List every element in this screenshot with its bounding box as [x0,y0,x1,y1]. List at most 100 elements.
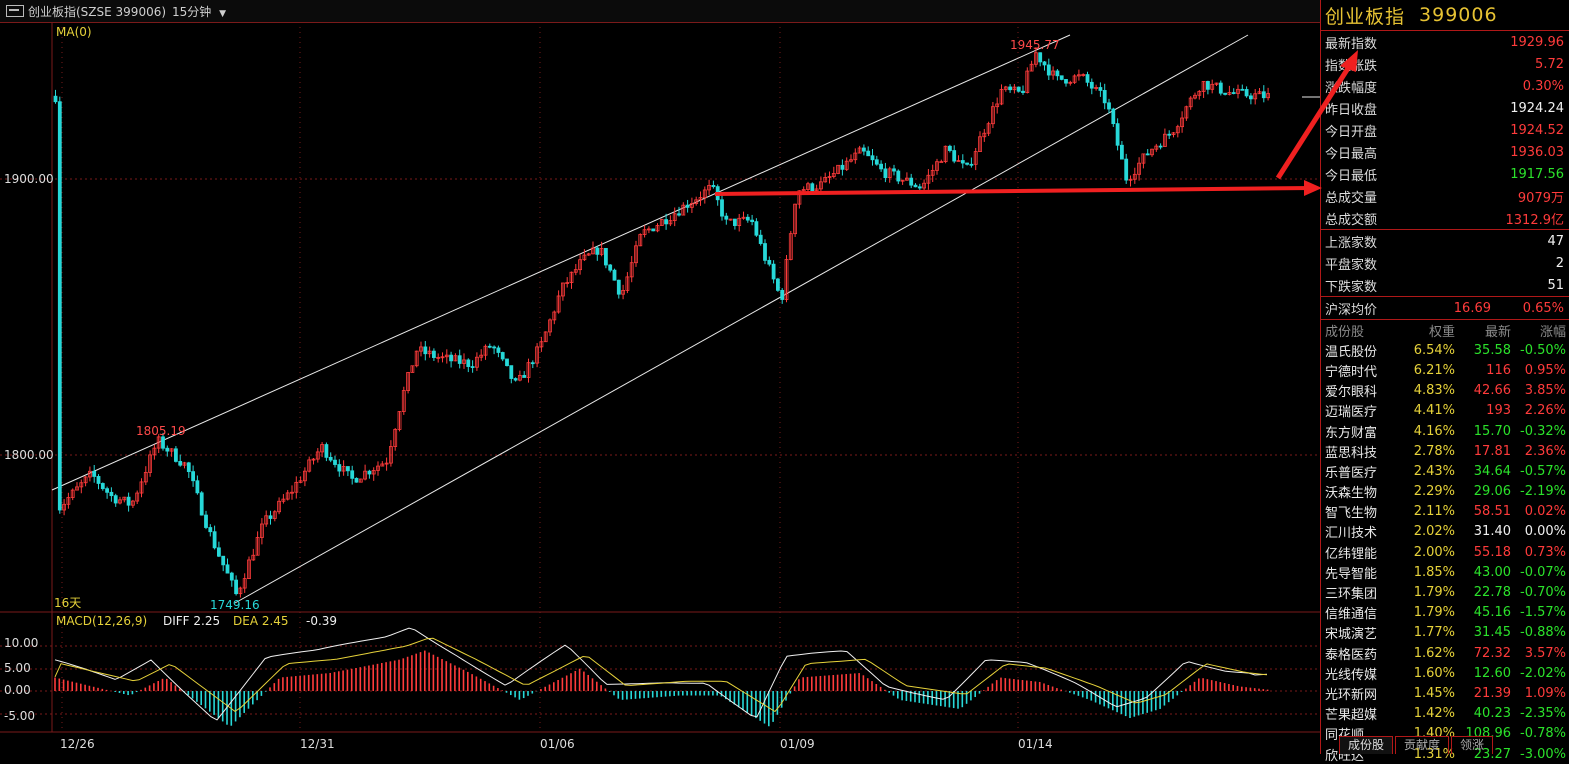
tab-contribution[interactable]: 贡献度 [1395,736,1450,754]
stock-change: -0.57% [1520,463,1566,479]
constituent-row[interactable]: 沃森生物 2.29% 29.06 -2.19% [1321,482,1569,502]
candle-body [234,579,239,595]
stock-name: 光环新网 [1325,687,1378,703]
breadth-label: 平盘家数 [1325,257,1378,273]
candle-body [995,103,1000,108]
col-name[interactable]: 成份股 [1325,324,1365,340]
constituent-row[interactable]: 光线传媒 1.60% 12.60 -2.02% [1321,663,1569,683]
candle-body [698,197,703,201]
col-change[interactable]: 涨幅 [1539,324,1566,340]
candle-body [793,203,797,235]
stock-change: 2.36% [1524,443,1566,459]
constituent-row[interactable]: 三环集团 1.79% 22.78 -0.70% [1321,582,1569,602]
tab-constituents[interactable]: 成份股 [1339,736,1394,754]
candle-body [960,160,965,164]
candle-body [135,492,140,502]
stock-price: 21.39 [1473,685,1511,701]
window-menu-icon[interactable] [6,5,24,17]
candle-body [66,497,71,505]
x-tick-0109: 01/09 [780,737,815,751]
candle-body [1201,81,1206,92]
period-selector[interactable]: 15分钟 ▼ [172,3,226,20]
stock-name: 宋城演艺 [1325,627,1378,643]
candle-body [720,199,724,217]
candle-body [414,350,419,367]
macd-tick-0: 0.00 [4,683,31,697]
candle-body [573,269,578,273]
candle-body [763,243,767,261]
constituent-row[interactable]: 蓝思科技 2.78% 17.81 2.36% [1321,441,1569,461]
stock-weight: 1.45% [1413,685,1455,701]
candle-body [604,247,608,266]
constituent-row[interactable]: 泰格医药 1.62% 72.32 3.57% [1321,643,1569,663]
candle-body [457,355,462,364]
constituent-row[interactable]: 宋城演艺 1.77% 31.45 -0.88% [1321,623,1569,643]
candle-body [182,462,187,466]
constituent-row[interactable]: 宁德时代 6.21% 116 0.95% [1321,360,1569,380]
ma-label[interactable]: MA(0) [56,25,92,39]
candle-body [1072,75,1077,83]
breadth-label: 下跌家数 [1325,279,1378,295]
candle-body [1038,52,1043,63]
candle-body [1197,91,1202,96]
candle-body [642,229,647,235]
candle-body [161,436,165,449]
candle-body [629,262,634,278]
constituent-row[interactable]: 信维通信 1.79% 45.16 -1.57% [1321,603,1569,623]
stock-weight: 1.62% [1413,645,1455,661]
constituent-row[interactable]: 汇川技术 2.02% 31.40 0.00% [1321,522,1569,542]
candle-body [883,168,888,179]
col-weight[interactable]: 权重 [1428,324,1455,340]
candle-body [259,523,264,538]
macd-panel [54,627,1269,727]
candle-body [1223,92,1227,95]
quote-value: 1312.9亿 [1505,212,1565,228]
constituent-row[interactable]: 先导智能 1.85% 43.00 -0.07% [1321,562,1569,582]
constituent-row[interactable]: 亿纬锂能 2.00% 55.18 0.73% [1321,542,1569,562]
quote-label: 今日最高 [1325,146,1378,162]
constituent-row[interactable]: 芒果超媒 1.42% 40.23 -2.35% [1321,704,1569,724]
stock-change: -0.32% [1520,423,1566,439]
candle-body [788,233,793,260]
constituent-row[interactable]: 乐普医疗 2.43% 34.64 -0.57% [1321,461,1569,481]
breadth-row: 下跌家数 51 [1321,274,1569,296]
candle-body [900,179,905,182]
candle-body [543,331,548,343]
candle-body [251,554,256,561]
constituent-row[interactable]: 东方财富 4.16% 15.70 -0.32% [1321,421,1569,441]
macd-value: -0.39 [306,614,337,628]
candle-body [1094,87,1098,89]
candle-body [191,471,196,482]
candle-body [130,500,135,506]
quote-value: 1924.24 [1510,100,1564,116]
macd-label[interactable]: MACD(12,26,9) [56,614,147,628]
tab-leaders[interactable]: 领涨 [1451,736,1494,754]
constituent-row[interactable]: 爱尔眼科 4.83% 42.66 3.85% [1321,381,1569,401]
candle-body [711,185,716,188]
candle-body [664,219,668,225]
constituent-row[interactable]: 智飞生物 2.11% 58.51 0.02% [1321,502,1569,522]
candle-body [1188,97,1193,108]
candle-body [1163,133,1167,147]
candle-body [965,162,969,165]
candle-body [707,185,711,191]
quote-block: 最新指数 1929.96 指数涨跌 5.72 涨跌幅度 0.30% 昨日收盘 1924.24 今… [1321,31,1569,230]
col-latest[interactable]: 最新 [1484,324,1511,340]
stock-name: 光线传媒 [1325,667,1378,683]
constituent-row[interactable]: 光环新网 1.45% 21.39 1.09% [1321,683,1569,703]
stock-change: -2.35% [1520,706,1566,722]
candle-body [105,488,109,493]
candle-body [685,204,690,208]
quote-panel: 创业板指 399006 最新指数 1929.96 指数涨跌 5.72 涨跌幅度 0.30%… [1320,0,1569,764]
candle-body [569,271,574,283]
candle-body [948,145,952,151]
candle-body [410,365,415,373]
candle-body [492,346,497,349]
price-chart[interactable]: MA(0) 1900.00 1800.00 1945.77 1805.19 17… [0,22,1320,754]
constituent-row[interactable]: 温氏股份 6.54% 35.58 -0.50% [1321,340,1569,360]
candle-body [247,559,251,580]
macd-tick-5: 5.00 [4,661,31,675]
constituent-row[interactable]: 迈瑞医疗 4.41% 193 2.26% [1321,401,1569,421]
candle-body [1051,70,1055,76]
